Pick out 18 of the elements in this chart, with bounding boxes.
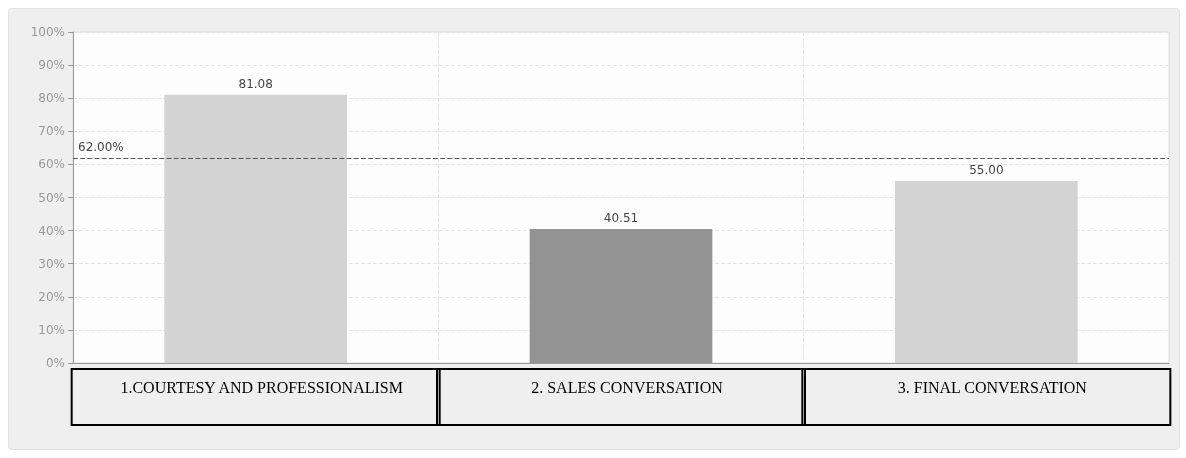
y-tick-label: 100% [30,25,65,39]
y-tick-label: 50% [38,190,65,205]
y-tick-label: 40% [38,223,65,238]
y-tick-label: 10% [38,322,65,337]
data-label: 81.08 [238,76,273,91]
y-tick-label: 30% [38,256,65,271]
x-tick-label: 1.COURTESY AND PROFESSIONALISM [120,378,403,396]
y-tick-label: 20% [38,289,65,304]
y-tick-label: 0% [45,356,65,370]
ref-line-label: 62.00% [78,139,124,154]
data-label: 40.51 [603,210,639,225]
data-label: 55.00 [969,162,1004,177]
x-tick-label: 2. SALES CONVERSATION [531,378,724,396]
x-tick-label: 3. FINAL CONVERSATION [897,378,1088,396]
y-tick-label: 90% [38,58,65,73]
y-tick-label: 70% [38,124,65,139]
y-tick-label: 60% [38,157,65,172]
y-tick-label: 80% [38,91,65,106]
